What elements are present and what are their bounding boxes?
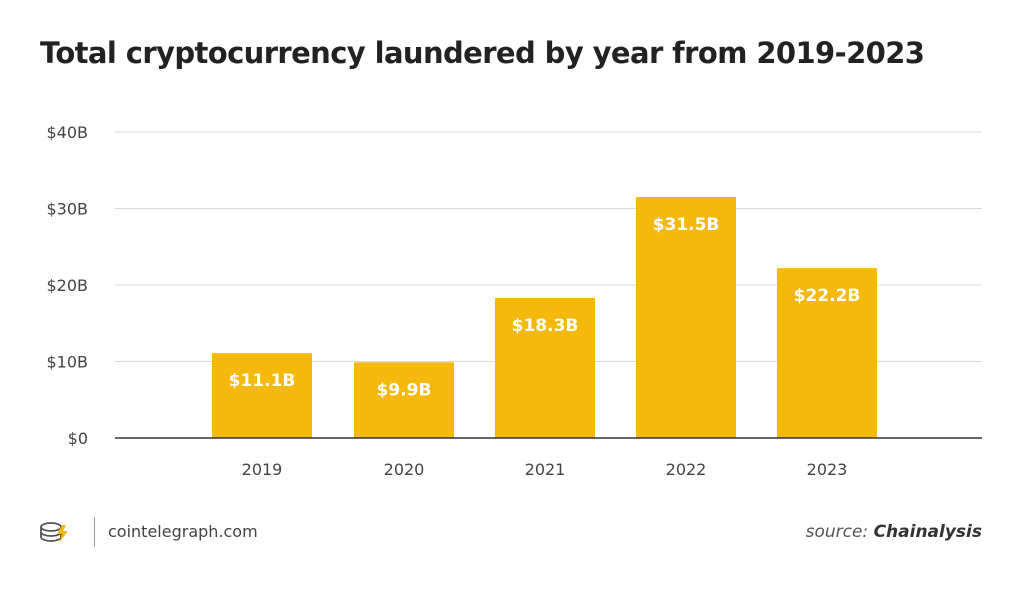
x-tick-label: 2021 bbox=[525, 460, 566, 479]
footer-divider bbox=[94, 517, 95, 547]
x-tick-label: 2020 bbox=[384, 460, 425, 479]
y-tick-label: $30B bbox=[46, 200, 88, 219]
chart-title: Total cryptocurrency laundered by year f… bbox=[40, 36, 925, 70]
source-name: Chainalysis bbox=[873, 522, 982, 542]
y-tick-label: $20B bbox=[46, 276, 88, 295]
footer-site-url[interactable]: cointelegraph.com bbox=[108, 522, 258, 541]
bar-2021 bbox=[495, 298, 595, 438]
data-label-2021: $18.3B bbox=[512, 316, 579, 336]
x-tick-label: 2022 bbox=[666, 460, 707, 479]
footer-source: source: Chainalysis bbox=[806, 522, 982, 542]
cointelegraph-logo-icon bbox=[38, 519, 72, 551]
data-label-2023: $22.2B bbox=[794, 286, 861, 306]
data-label-2019: $11.1B bbox=[229, 371, 296, 391]
data-label-2022: $31.5B bbox=[653, 215, 720, 235]
source-prefix: source: bbox=[805, 522, 869, 542]
y-tick-label: $0 bbox=[68, 429, 88, 448]
bar-2019 bbox=[212, 353, 312, 438]
bar-2020 bbox=[354, 362, 454, 438]
bar-2023 bbox=[777, 268, 877, 438]
bar-2022 bbox=[636, 197, 736, 438]
y-tick-label: $10B bbox=[46, 353, 88, 372]
x-tick-label: 2023 bbox=[807, 460, 848, 479]
data-label-2020: $9.9B bbox=[377, 380, 432, 400]
x-tick-label: 2019 bbox=[242, 460, 283, 479]
y-tick-label: $40B bbox=[46, 123, 88, 142]
